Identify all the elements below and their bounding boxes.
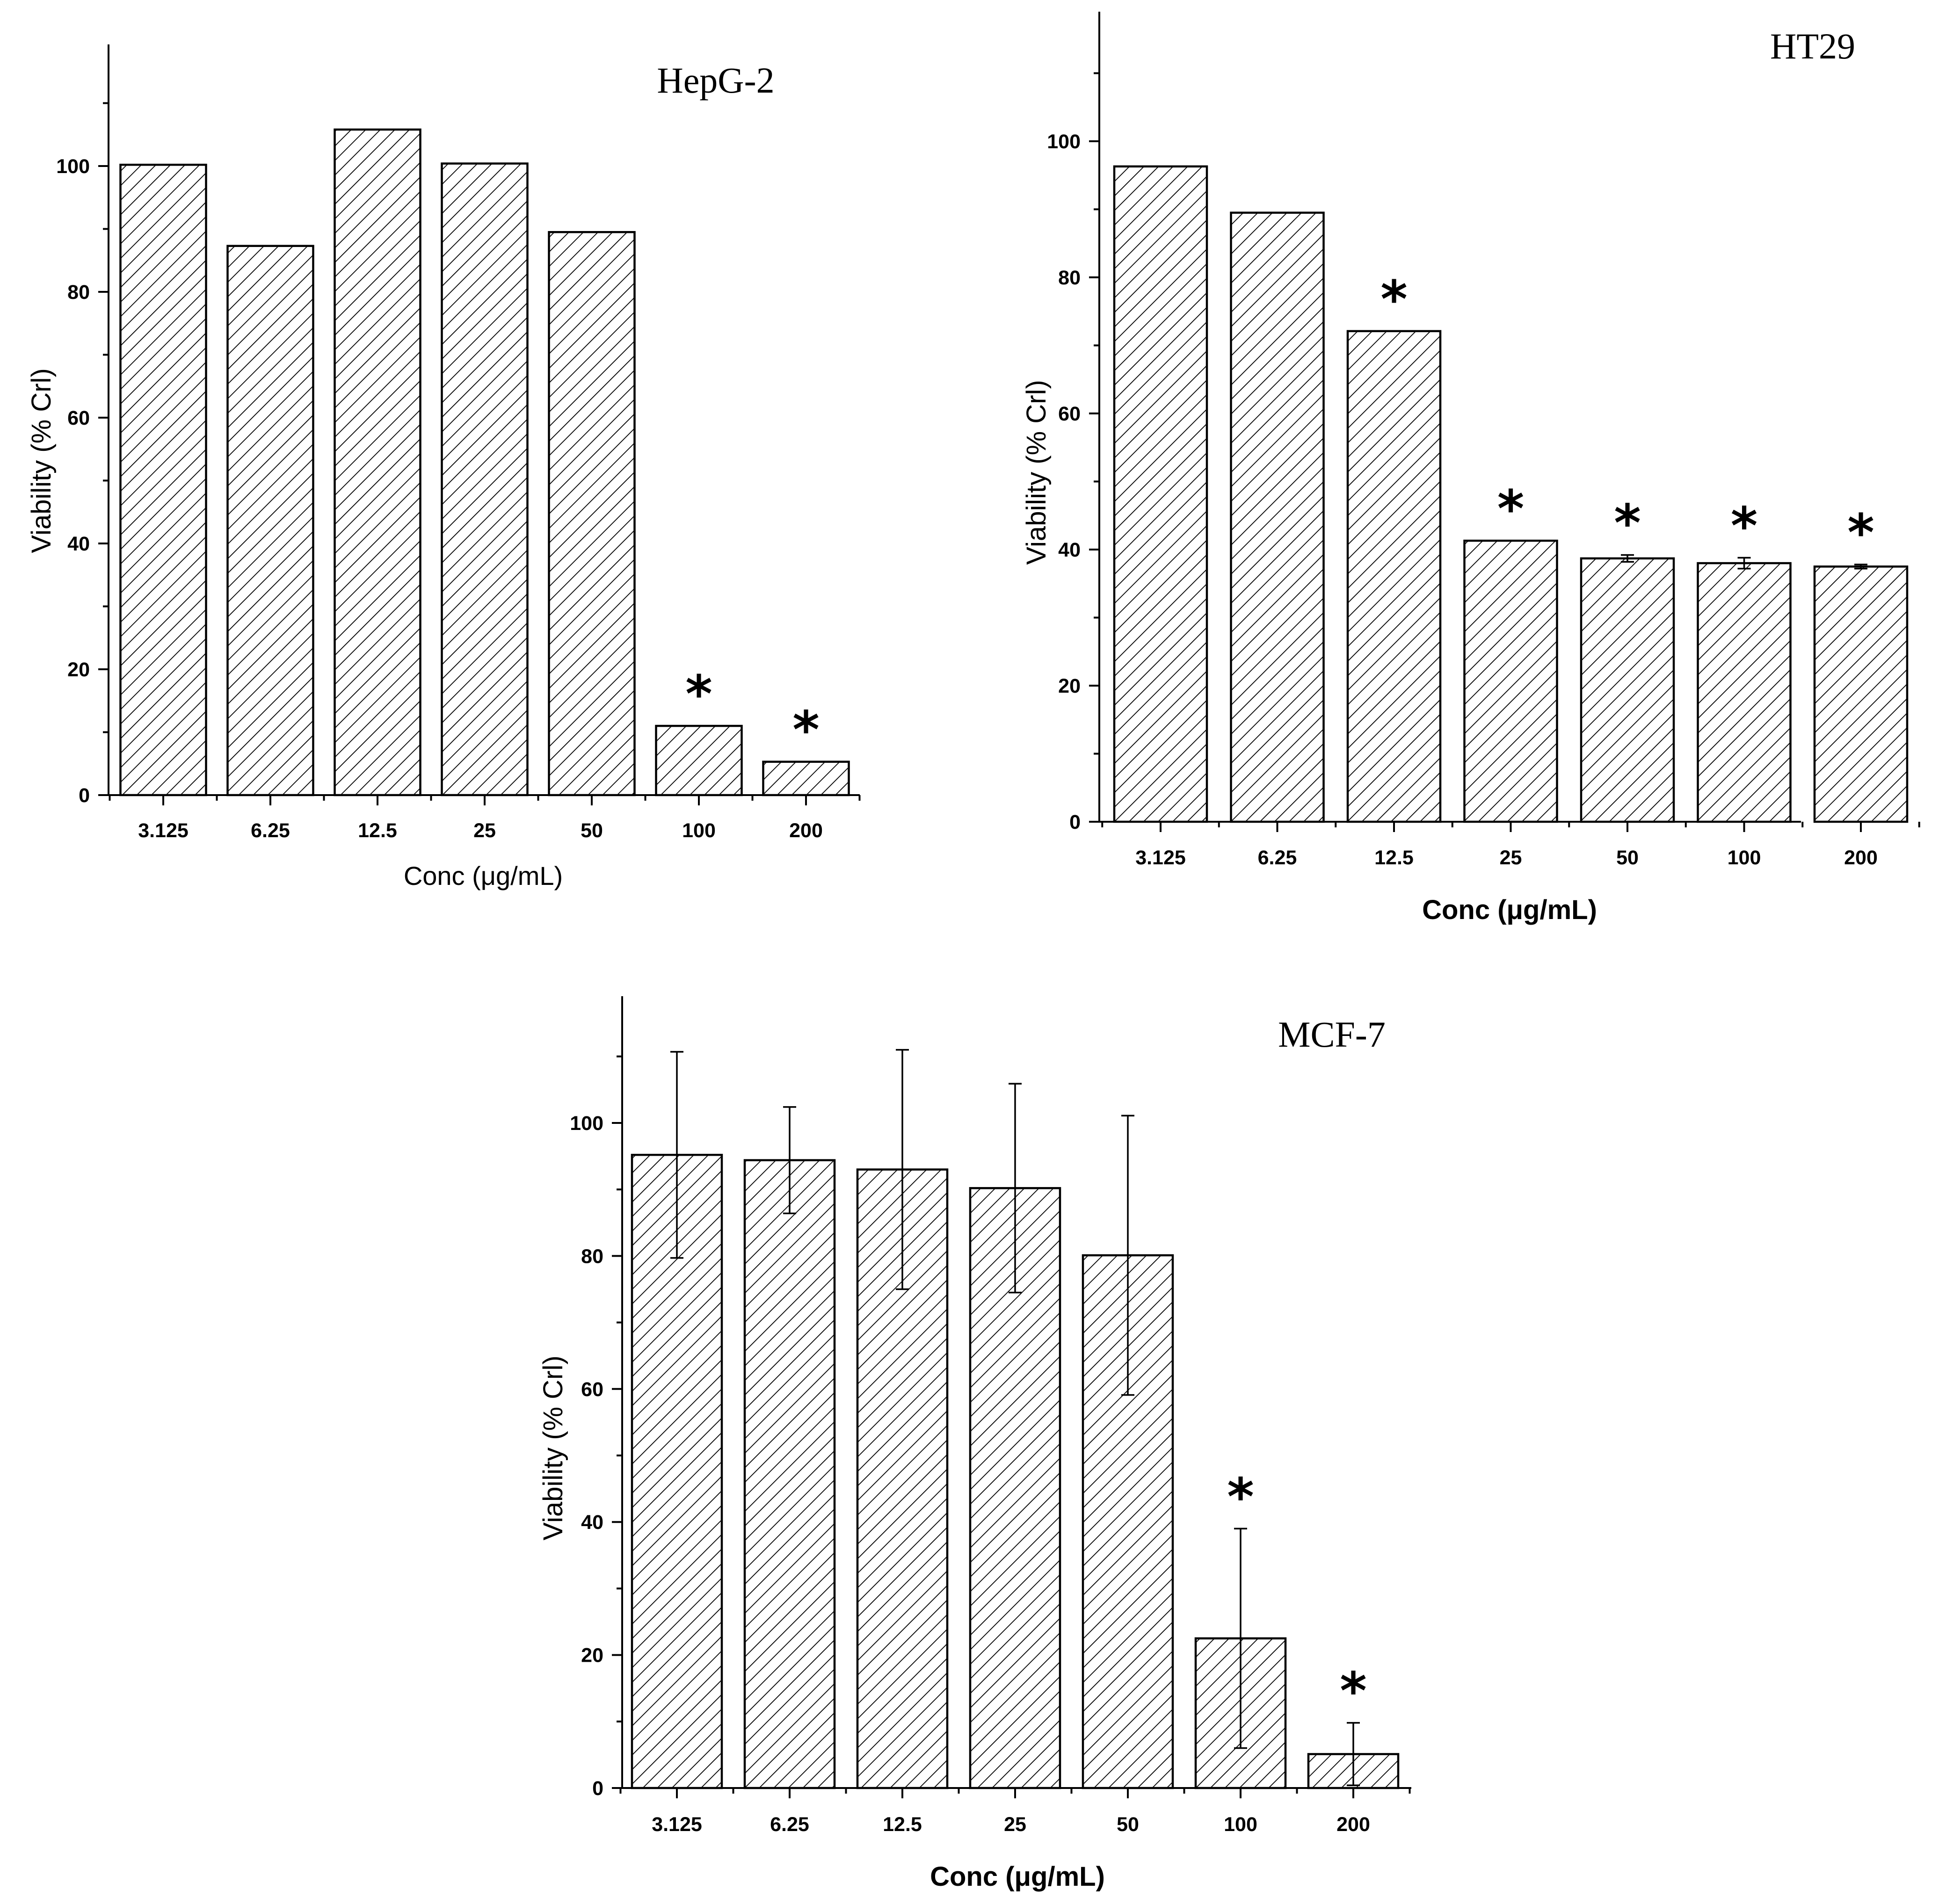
- ht29-bar-50: [1580, 557, 1675, 823]
- mcf7-error-bar-50: [1121, 1115, 1134, 1396]
- mcf7-y-tick-label: 20: [581, 1644, 603, 1667]
- mcf7-x-tick-label: 50: [1117, 1813, 1139, 1836]
- hepg2-x-axis-label: Conc (μg/mL): [404, 861, 563, 890]
- ht29-x-tick-label: 12.5: [1374, 847, 1414, 869]
- hepg2-x-tick-label: 25: [473, 819, 496, 842]
- ht29-x-tick-label: 6.25: [1258, 847, 1297, 869]
- mcf7-error-bar-12.5: [896, 1049, 909, 1290]
- mcf7-title: MCF-7: [1278, 1014, 1386, 1055]
- ht29-x-tick-label: 200: [1844, 847, 1878, 869]
- ht29-y-tick-label: 0: [1069, 811, 1081, 833]
- mcf7-x-axis-label: Conc (μg/mL): [930, 1861, 1105, 1892]
- mcf7-y-tick-label: 80: [581, 1245, 603, 1267]
- hepg2-x-tick-label: 200: [789, 819, 823, 842]
- ht29-x-tick-label: 50: [1616, 847, 1639, 869]
- ht29-x-tick-label: 100: [1728, 847, 1761, 869]
- mcf7-marks: 0 20 40 60 80 100 3.125 6.25 12.5 25 50 100 * 200 *: [570, 996, 1411, 1836]
- mcf7-y-tick-label: 60: [581, 1378, 603, 1401]
- mcf7-error-bar-200: [1347, 1722, 1360, 1787]
- mcf7-x-tick-label: 25: [1004, 1813, 1026, 1836]
- hepg2-y-tick-label: 100: [56, 155, 90, 178]
- mcf7-x-tick-label: 100: [1224, 1813, 1257, 1836]
- hepg2-bar-3.125: [119, 164, 207, 796]
- hepg2-bar-100: [655, 724, 743, 796]
- ht29-significance-star-100: *: [1731, 496, 1758, 556]
- chart-mcf7: 0 20 40 60 80 100 3.125 6.25 12.5 25 50 100 * 200 * MC…: [538, 996, 1411, 1892]
- ht29-y-tick-label: 60: [1058, 403, 1081, 425]
- ht29-bar-3.125: [1113, 165, 1208, 823]
- mcf7-x-tick-label: 6.25: [770, 1813, 809, 1836]
- mcf7-y-tick-label: 40: [581, 1511, 603, 1534]
- ht29-bar-12.5: [1346, 330, 1442, 823]
- ht29-y-tick-label: 80: [1058, 267, 1081, 289]
- ht29-x-tick-label: 25: [1500, 847, 1522, 869]
- mcf7-error-bar-100: [1234, 1528, 1247, 1749]
- hepg2-bar-25: [441, 162, 529, 796]
- ht29-x-axis-label: Conc (μg/mL): [1422, 895, 1597, 925]
- hepg2-bar-50: [548, 231, 636, 796]
- mcf7-error-bar-3.125: [670, 1051, 683, 1259]
- hepg2-title: HepG-2: [657, 60, 774, 101]
- ht29-significance-star-200: *: [1847, 503, 1874, 563]
- hepg2-x-tick-label: 6.25: [251, 819, 290, 842]
- hepg2-x-tick-label: 100: [682, 819, 716, 842]
- ht29-significance-star-12.5: *: [1380, 269, 1408, 329]
- ht29-x-tick-label: 3.125: [1135, 847, 1186, 869]
- ht29-bar-100: [1697, 562, 1792, 823]
- ht29-title: HT29: [1770, 26, 1855, 66]
- ht29-bar-25: [1463, 539, 1558, 823]
- mcf7-x-tick-label: 12.5: [883, 1813, 922, 1836]
- hepg2-y-tick-label: 80: [67, 281, 90, 304]
- mcf7-bar-3.125: [631, 1154, 723, 1789]
- mcf7-error-bar-25: [1009, 1083, 1022, 1294]
- hepg2-bar-6.25: [226, 245, 314, 796]
- mcf7-error-bar-6.25: [783, 1106, 796, 1215]
- hepg2-x-tick-label: 3.125: [138, 819, 189, 842]
- ht29-y-tick-label: 100: [1047, 130, 1081, 153]
- mcf7-x-tick-label: 3.125: [652, 1813, 702, 1836]
- hepg2-y-tick-label: 0: [79, 784, 90, 807]
- chart-hepg2: 0 20 40 60 80 100 3.125 6.25 12.5 25 50 100 * 200 * He…: [26, 44, 861, 890]
- ht29-y-tick-label: 40: [1058, 539, 1081, 561]
- hepg2-x-tick-label: 50: [581, 819, 603, 842]
- hepg2-y-tick-label: 20: [67, 659, 90, 681]
- mcf7-significance-star-100: *: [1227, 1467, 1254, 1527]
- ht29-significance-star-25: *: [1497, 479, 1525, 539]
- mcf7-significance-star-200: *: [1340, 1661, 1367, 1721]
- mcf7-y-tick-label: 0: [592, 1777, 603, 1800]
- hepg2-bar-200: [762, 760, 850, 796]
- ht29-bar-6.25: [1230, 211, 1325, 823]
- hepg2-y-axis-label: Viability (% Crl): [26, 368, 57, 553]
- ht29-error-bar-200: [1854, 564, 1867, 570]
- ht29-marks: 0 20 40 60 80 100 3.125 6.25 12.5 * 25 * 50 * 100 * 200 *: [1047, 12, 1920, 869]
- ht29-error-bar-50: [1621, 554, 1634, 563]
- hepg2-y-tick-label: 60: [67, 407, 90, 429]
- hepg2-significance-star-200: *: [792, 700, 820, 760]
- hepg2-x-tick-label: 12.5: [358, 819, 397, 842]
- ht29-y-axis-label: Viability (% Crl): [1021, 380, 1052, 565]
- ht29-significance-star-50: *: [1614, 493, 1641, 553]
- mcf7-x-tick-label: 200: [1336, 1813, 1370, 1836]
- hepg2-significance-star-100: *: [685, 664, 712, 724]
- ht29-error-bar-100: [1737, 557, 1751, 570]
- hepg2-bar-12.5: [334, 128, 421, 796]
- ht29-y-tick-label: 20: [1058, 675, 1081, 697]
- mcf7-y-axis-label: Viability (% Crl): [538, 1355, 568, 1540]
- mcf7-bar-6.25: [743, 1159, 836, 1789]
- chart-ht29: 0 20 40 60 80 100 3.125 6.25 12.5 * 25 * 50 * 100 * 200 *…: [1021, 12, 1920, 925]
- hepg2-y-tick-label: 40: [67, 533, 90, 555]
- ht29-bar-200: [1813, 565, 1909, 823]
- hepg2-marks: 0 20 40 60 80 100 3.125 6.25 12.5 25 50 100 * 200 *: [56, 44, 861, 842]
- mcf7-y-tick-label: 100: [570, 1112, 603, 1135]
